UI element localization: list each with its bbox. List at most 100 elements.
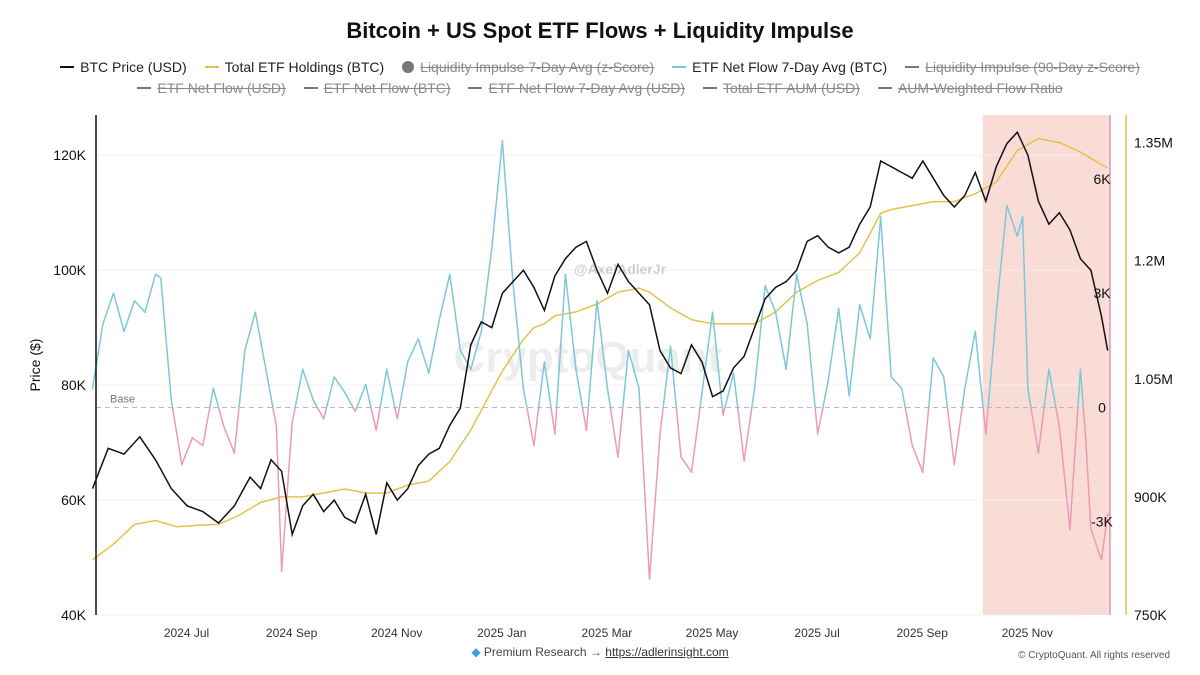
flow-segment-positive [932,357,945,378]
flow-segment-negative [585,406,590,432]
legend-aum-weighted-flow-ratio[interactable]: AUM-Weighted Flow Ratio [877,80,1063,96]
legend-liquidity-impulse-90d[interactable]: Liquidity Impulse (90-Day z-Score) [905,59,1140,75]
legend-etf-net-flow-7d-usd[interactable]: ETF Net Flow 7-Day Avg (USD) [468,80,685,96]
flow-segment-negative [533,406,540,447]
flow-segment-negative [526,406,535,447]
legend-label: Liquidity Impulse 7-Day Avg (z-Score) [420,59,655,75]
flow-segment-negative [639,406,651,580]
flow-segment-positive [209,387,215,409]
footer-prefix: Premium Research → [483,645,602,659]
flow-segment-negative [1100,513,1109,561]
flow-segment-positive [575,368,584,409]
legend-swatch [877,87,892,89]
flow-segment-positive [1021,216,1029,390]
legend-swatch [402,61,415,73]
y-tick-label-holdings: 1.35M [1134,135,1173,151]
flow-segment-positive [890,376,903,390]
flow-segment-positive [858,303,871,340]
legend-label: ETF Net Flow 7-Day Avg (USD) [488,80,686,96]
y-tick-label-flow: 0 [1098,399,1106,415]
legend-label: ETF Net Flow (BTC) [323,80,451,96]
axes-layer: 40K 60K 80K 100K 120K -3K 0 3K 6K 750K 900K 1.05M 1.… [53,115,1173,640]
series-layer [91,130,1109,580]
legend-swatch [137,87,152,89]
footer-link[interactable]: https://adlerinsight.com [605,645,729,659]
flow-segment-positive [244,311,257,352]
legend-etf-net-flow-btc[interactable]: ETF Net Flow (BTC) [303,80,451,96]
legend-swatch [468,87,483,89]
baseline-label: Base [110,393,135,405]
y-tick-label-holdings: 900K [1134,489,1167,505]
flow-segment-positive [1079,368,1085,409]
flow-segment-positive [379,368,388,409]
flow-segment-positive [265,368,274,409]
y-tick-label-flow: -3K [1091,514,1113,530]
flow-segment-positive [386,368,396,409]
flow-segment-negative [982,406,987,435]
gridline-layer: Base [96,154,1079,616]
legend-liquidity-impulse-7d[interactable]: Liquidity Impulse 7-Day Avg (z-Score) [402,59,654,75]
watermark: CryptoQuant [454,333,723,382]
flow-segment-positive [238,349,246,409]
x-tick-label: 2025 Jan [477,626,526,640]
flow-segment-negative [581,406,588,432]
flow-segment-negative [946,406,956,466]
flow-segment-positive [848,303,861,397]
flow-segment-negative [1084,437,1092,531]
flow-segment-negative [280,421,293,572]
flow-segment-positive [102,292,115,325]
flow-segment-negative [814,406,819,435]
flow-segment-positive [1043,368,1050,409]
legend-swatch [703,87,718,89]
flow-segment-positive [701,311,714,393]
flow-segment-negative [1055,406,1061,428]
y-tick-label-left: 60K [61,492,87,508]
flow-segment-negative [370,406,377,432]
flow-segment-negative [1069,406,1079,531]
flow-segment-negative [217,406,225,428]
highlight-band [982,115,1108,615]
flow-segment-positive [662,345,672,409]
y-tick-label-holdings: 750K [1134,607,1167,623]
legend-etf-net-flow-usd[interactable]: ETF Net Flow (USD) [137,80,286,96]
flow-segment-negative [816,406,824,435]
flow-segment-positive [837,307,850,397]
x-tick-label: 2025 May [686,626,739,640]
legend-total-etf-aum[interactable]: Total ETF AUM (USD) [703,80,860,96]
flow-segment-negative [275,425,283,572]
flow-segment-positive [133,300,146,314]
flow-segment-positive [927,357,935,409]
y-axis-label: Price ($) [27,339,43,392]
legend-btc-price[interactable]: BTC Price (USD) [60,59,187,75]
flow-segment-positive [112,292,125,333]
legend-etf-net-flow-7d-btc[interactable]: ETF Net Flow 7-Day Avg (BTC) [672,59,887,75]
flow-segment-positive [438,273,451,321]
flow-segment-positive [1048,368,1057,409]
flow-segment-positive [974,330,984,409]
flow-segment-negative [396,406,401,420]
flow-segment-negative [1030,406,1040,454]
flow-segment-positive [543,361,552,409]
flow-segment-negative [922,406,930,473]
flow-segment-positive [160,277,173,401]
flow-segment-negative [675,406,682,458]
flow-segment-positive [806,322,816,409]
flow-segment-positive [123,300,136,333]
flow-segment-negative [743,406,753,462]
flow-segment-positive [144,273,157,314]
flow-segment-negative [550,406,556,435]
flow-segment-positive [301,368,314,401]
flow-segment-positive [212,387,220,409]
series-btc-price [91,130,1109,538]
flow-segment-positive [669,345,678,409]
legend-total-etf-holdings[interactable]: Total ETF Holdings (BTC) [204,59,384,75]
flow-segment-positive [537,361,546,409]
flow-segment-negative [171,406,183,466]
copyright: © CryptoQuant. All rights reserved [1018,650,1170,661]
legend-label: ETF Net Flow 7-Day Avg (BTC) [692,59,888,75]
y-tick-label-holdings: 1.05M [1134,371,1173,387]
legend-label: Liquidity Impulse (90-Day z-Score) [925,59,1140,75]
flow-segment-positive [480,246,493,333]
flow-segment-positive [987,311,998,409]
chart-title: Bitcoin + US Spot ETF Flows + Liquidity … [346,18,854,43]
